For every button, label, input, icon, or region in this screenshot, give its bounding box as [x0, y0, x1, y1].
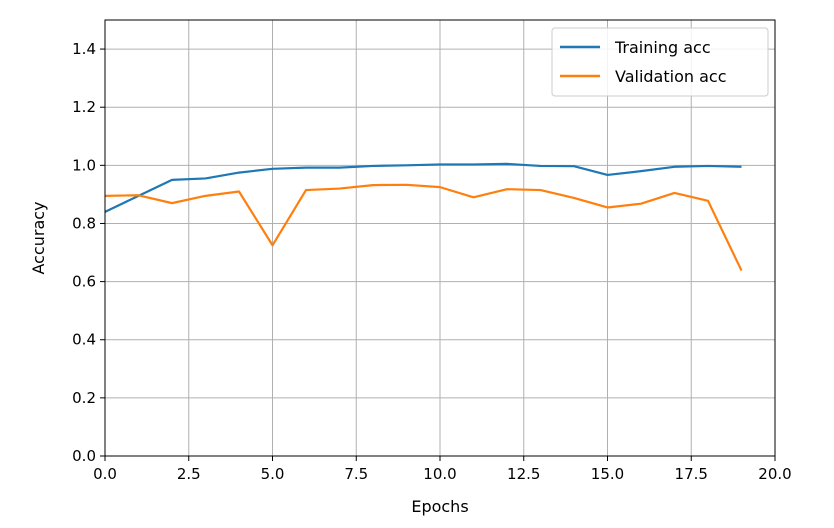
y-tick-label: 0.2 [72, 389, 96, 407]
x-tick-label: 17.5 [675, 465, 708, 483]
x-axis-label: Epochs [411, 497, 468, 516]
x-tick-label: 12.5 [507, 465, 540, 483]
grid-lines [104, 20, 776, 457]
series-line-validation-acc [104, 183, 743, 272]
axis-ticks: 0.0 2.5 5.0 7.5 10.0 12.5 15.0 17.5 20.0 0.0 0.2 0.… [72, 40, 792, 483]
series-lines [104, 162, 743, 272]
legend-label-validation-acc: Validation acc [615, 67, 727, 86]
x-tick-label: 7.5 [344, 465, 368, 483]
x-tick-label: 20.0 [758, 465, 791, 483]
x-tick-label: 0.0 [93, 465, 117, 483]
legend: Training acc Validation acc [551, 27, 769, 97]
y-tick-label: 1.2 [72, 98, 96, 116]
y-tick-label: 0.0 [72, 447, 96, 465]
legend-box [551, 27, 769, 97]
x-tick-label: 10.0 [423, 465, 456, 483]
y-tick-label: 1.4 [72, 40, 96, 58]
y-tick-label: 0.6 [72, 273, 96, 291]
series-line-training-acc [104, 162, 742, 213]
x-tick-label: 2.5 [177, 465, 201, 483]
legend-label-training-acc: Training acc [614, 38, 711, 57]
x-tick-label: 5.0 [261, 465, 285, 483]
x-tick-label: 15.0 [591, 465, 624, 483]
y-tick-label: 0.4 [72, 331, 96, 349]
y-axis-label: Accuracy [29, 201, 48, 274]
y-tick-label: 0.8 [72, 214, 96, 232]
y-tick-label: 1.0 [72, 156, 96, 174]
